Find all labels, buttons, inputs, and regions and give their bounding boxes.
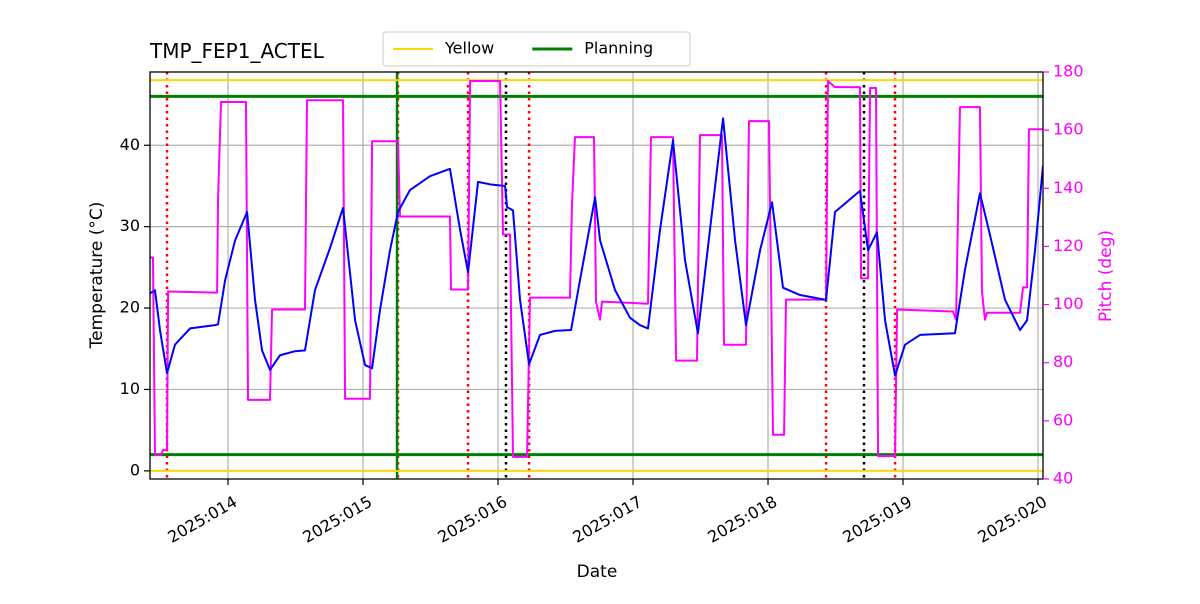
series-line	[150, 80, 1043, 458]
y-tick-label: 40	[120, 135, 140, 154]
series-line	[150, 117, 1043, 377]
axes-frame	[149, 71, 1044, 480]
y-tick-label: 0	[130, 460, 140, 479]
chart-title: TMP_FEP1_ACTEL	[149, 39, 325, 63]
y2-tick-label: 100	[1053, 294, 1084, 313]
y2-tick-label: 180	[1053, 62, 1084, 81]
y2-tick-label: 160	[1053, 120, 1084, 139]
y-axis-label: Temperature (°C)	[87, 202, 107, 350]
legend-label: Yellow	[444, 39, 494, 58]
y2-tick-label: 140	[1053, 178, 1084, 197]
y-tick-label: 20	[120, 298, 140, 317]
y-tick-label: 10	[120, 379, 140, 398]
y2-tick-label: 80	[1053, 352, 1073, 371]
y-tick-label: 30	[120, 216, 140, 235]
y2-tick-label: 40	[1053, 469, 1073, 488]
x-axis-label: Date	[577, 562, 618, 582]
plot-area	[150, 72, 1043, 479]
legend-label: Planning	[584, 39, 653, 58]
y2-axis-label: Pitch (deg)	[1096, 230, 1116, 322]
y2-tick-label: 120	[1053, 236, 1084, 255]
y2-tick-label: 60	[1053, 410, 1073, 429]
